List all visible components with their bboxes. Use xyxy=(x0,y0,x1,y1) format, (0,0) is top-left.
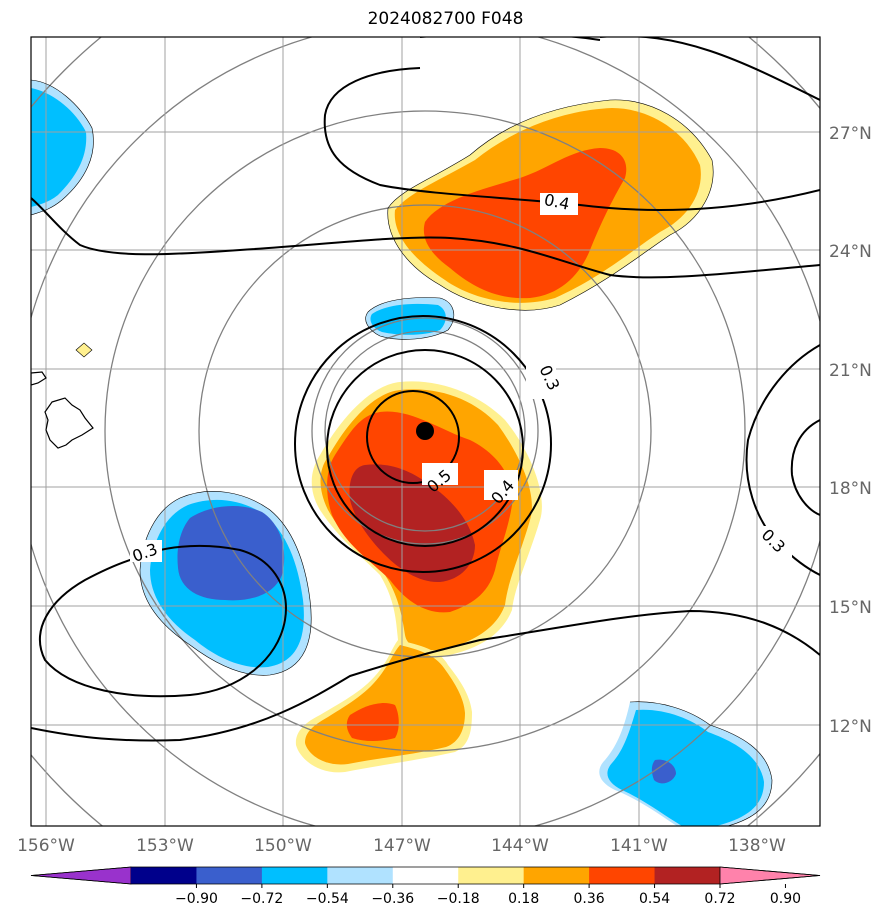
colorbar-segment xyxy=(654,867,721,884)
lon-label: 150°W xyxy=(254,836,312,856)
latitude-labels: 27°N 24°N 21°N 18°N 15°N 12°N xyxy=(829,124,872,737)
colorbar-tick-label: −0.54 xyxy=(306,891,349,907)
colorbar-segment xyxy=(523,867,590,884)
colorbar-outline xyxy=(30,866,821,885)
graticule xyxy=(31,37,820,826)
colorbar-tick-label: 0.54 xyxy=(639,891,670,907)
lon-label: 156°W xyxy=(17,836,75,856)
contour-label: 0.4 xyxy=(542,190,571,214)
lon-label: 141°W xyxy=(610,836,668,856)
colorbar-extend-low xyxy=(30,866,132,885)
colorbar-tick-label: 0.18 xyxy=(508,891,539,907)
colorbar-tick-label: 0.72 xyxy=(704,891,735,907)
lat-label: 18°N xyxy=(829,479,872,499)
colorbar-tick-label: −0.90 xyxy=(175,891,218,907)
lon-label: 147°W xyxy=(373,836,431,856)
colorbar-segment xyxy=(131,867,197,884)
lat-label: 15°N xyxy=(829,598,872,618)
colorbar-segment xyxy=(196,867,263,884)
lon-label: 153°W xyxy=(136,836,194,856)
storm-center-marker xyxy=(416,422,434,440)
colorbar-segment xyxy=(458,867,525,884)
colorbar-tick-label: 0.90 xyxy=(770,891,801,907)
colorbar-extend-high xyxy=(719,866,821,885)
colorbar-segment xyxy=(327,867,394,884)
contour-lines xyxy=(31,37,820,742)
lat-label: 21°N xyxy=(829,361,872,381)
lon-label: 144°W xyxy=(491,836,549,856)
lat-label: 27°N xyxy=(829,124,872,144)
colorbar: −0.90 −0.72 −0.54 −0.36 −0.18 0.18 0.36 0.54 0.7… xyxy=(30,866,821,907)
map-title: 2024082700 F048 xyxy=(367,9,524,29)
colorbar-tick-label: 0.36 xyxy=(574,891,605,907)
colorbar-segment xyxy=(392,867,459,884)
colorbar-tick-label: −0.72 xyxy=(240,891,283,907)
contour-label-group: 0.3 0.4 0.5 0.4 0.3 0.3 xyxy=(130,190,792,566)
colorbar-segment xyxy=(589,867,656,884)
longitude-labels: 156°W 153°W 150°W 147°W 144°W 141°W 138°… xyxy=(17,836,786,856)
lat-label: 24°N xyxy=(829,242,872,262)
lat-label: 12°N xyxy=(829,717,872,737)
colorbar-tick-label: −0.36 xyxy=(371,891,414,907)
lon-label: 138°W xyxy=(728,836,786,856)
colorbar-tick-label: −0.18 xyxy=(437,891,480,907)
coastline xyxy=(31,371,94,449)
zero-contours xyxy=(31,79,773,826)
colorbar-segment xyxy=(261,867,328,884)
map-frame xyxy=(30,36,821,827)
